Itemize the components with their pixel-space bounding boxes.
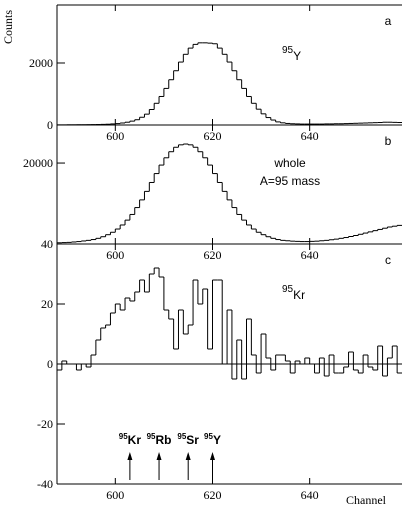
arrow-label-mass: 95 [147,432,156,441]
annotation: 95Y [282,45,301,63]
x-tick-label: 600 [106,488,124,502]
arrow-label-mass: 95 [177,432,186,441]
annotation-element: Y [293,49,301,63]
arrow-label: 95Rb [147,432,172,447]
annotation-element: Kr [293,288,305,302]
y-tick-label: 0 [47,357,53,371]
y-tick-label: 20000 [23,156,53,170]
arrow-label: 95Y [204,432,221,447]
arrow-label: 95Kr [119,432,142,447]
x-tick-label: 640 [301,129,319,143]
y-tick-label: -40 [37,477,53,491]
arrow-label: 95Sr [177,432,199,447]
y-axis-label: Counts [1,10,15,44]
arrow-label-element: Kr [128,433,142,447]
x-tick-label: 620 [203,129,221,143]
x-tick-label: 620 [203,248,221,262]
arrow-head [209,452,215,460]
annotation: whole [273,156,306,170]
arrow-head [127,452,133,460]
x-tick-label: 620 [203,488,221,502]
x-tick-label: 600 [106,248,124,262]
x-tick-label: 600 [106,129,124,143]
y-tick-label: 0 [47,118,53,132]
x-tick-label: 640 [301,248,319,262]
panel-label: a [385,14,392,28]
x-axis-label: Channel [346,493,387,507]
annotation: A=95 mass [260,174,320,188]
y-tick-label: 40 [41,237,53,251]
arrow-label-element: Sr [186,433,199,447]
panel-label: b [385,134,392,148]
y-tick-label: 2000 [29,56,53,70]
x-tick-label: 640 [301,488,319,502]
annotation-mass: 95 [282,284,294,295]
annotation: 95Kr [282,284,305,302]
y-tick-label: 20 [41,297,53,311]
y-tick-label: -20 [37,417,53,431]
arrow-label-mass: 95 [119,432,128,441]
panel-label: c [385,253,391,267]
annotation-mass: 95 [282,45,294,56]
arrow-label-element: Rb [155,433,171,447]
arrow-head [156,452,162,460]
arrow-head [185,452,191,460]
arrow-label-mass: 95 [204,432,213,441]
arrow-label-element: Y [213,433,221,447]
